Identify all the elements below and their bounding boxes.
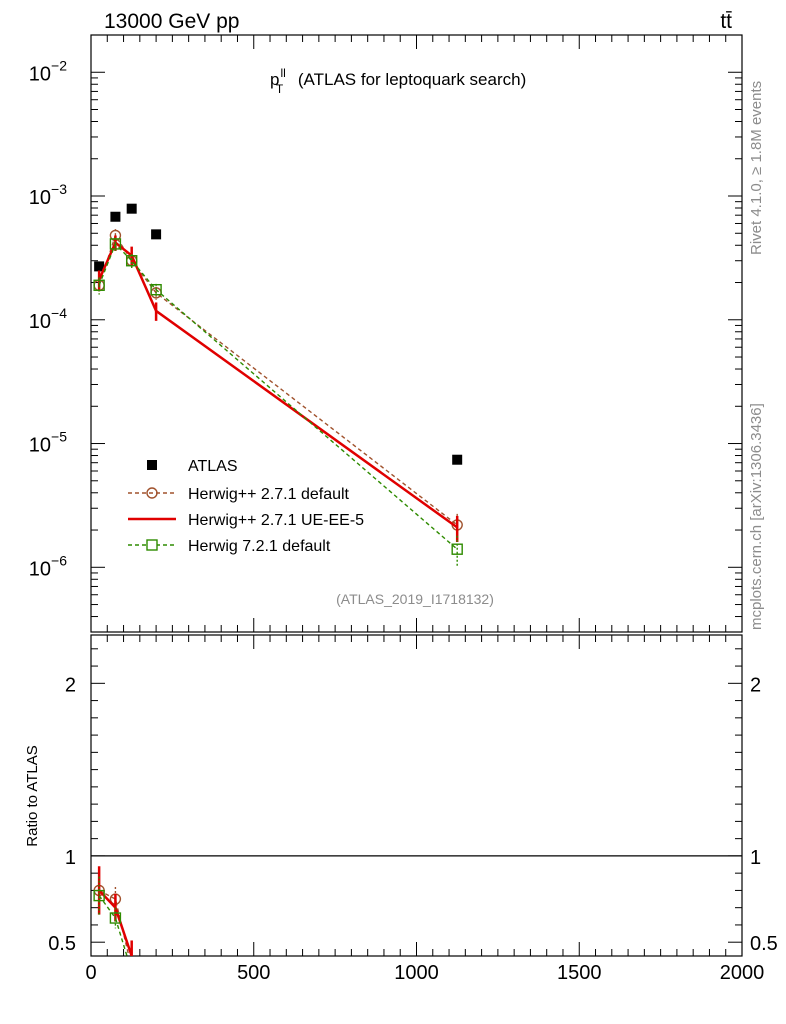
- x-tick-label: 1000: [394, 962, 439, 984]
- x-tick-label: 0: [85, 962, 96, 984]
- ratio-y-axis-label: Ratio to ATLAS: [24, 745, 41, 846]
- x-tick-labels: 0 500 1000 1500 2000: [85, 962, 764, 984]
- energy-label: 13000 GeV pp: [104, 10, 239, 33]
- title-text: (ATLAS for leptoquark search): [298, 70, 526, 89]
- ratio-herwigpp-default-point: [127, 963, 137, 973]
- title-subscript: T: [276, 82, 284, 96]
- ratio-y-tick-label-left: 0.5: [48, 933, 76, 955]
- herwig7-default-point: [93, 279, 105, 291]
- main-y-tick-label: 10−5: [29, 429, 67, 457]
- plot-title: pll T (ATLAS for leptoquark search): [270, 66, 526, 96]
- legend-marker-herwig7-default: [146, 539, 158, 551]
- rivet-version-label: Rivet 4.1.0, ≥ 1.8M events: [748, 81, 765, 255]
- ratio-herwig7-default-point: [93, 889, 105, 902]
- main-panel: 10−6 10−5 10−4 10−3 10−2 pll T (ATLAS for lep…: [29, 34, 743, 633]
- main-y-tick-label: 10−2: [29, 57, 67, 85]
- legend-label-herwigpp-ueee5: Herwig++ 2.7.1 UE-EE-5: [188, 512, 364, 529]
- ratio-y-tick-label-right: 0.5: [750, 933, 778, 955]
- atlas-data-point: [126, 203, 137, 214]
- legend-marker-herwigpp-default: [146, 487, 158, 499]
- x-tick-label: 500: [237, 962, 270, 984]
- ratio-herwig7-default-point: [109, 912, 122, 924]
- legend-label-atlas: ATLAS: [188, 458, 238, 475]
- ratio-series-line: [98, 889, 130, 956]
- ratio-panel: 0.5 0.5 1 1 2 2 0 500 1000 1500 2000 Ratio to ATL…: [24, 634, 778, 984]
- ratio-series-2: [93, 876, 137, 977]
- ratio-plot-frame: [90, 634, 743, 957]
- atlas-data-point: [94, 261, 105, 272]
- legend: ATLAS Herwig++ 2.7.1 default Herwig++ 2.…: [128, 458, 364, 555]
- x-tick-label: 2000: [720, 962, 765, 984]
- herwig7-default-point: [150, 283, 162, 296]
- x-tick-label: 1500: [557, 962, 602, 984]
- ratio-series-group: [93, 866, 137, 977]
- legend-label-herwig7-default: Herwig 7.2.1 default: [188, 538, 331, 555]
- herwig7-default-point: [451, 543, 463, 555]
- herwig7-default-point: [109, 238, 122, 250]
- main-axis-ticks: [90, 34, 743, 633]
- main-y-tick-label: 10−4: [29, 305, 67, 333]
- ratio-y-tick-label-left: 2: [65, 674, 76, 696]
- mcplots-source-label: mcplots.cern.ch [arXiv:1306.3436]: [748, 403, 765, 630]
- main-y-tick-labels: 10−6 10−5 10−4 10−3 10−2: [29, 57, 67, 580]
- main-series-line: [98, 242, 458, 550]
- main-y-tick-label: 10−6: [29, 552, 67, 580]
- ratio-y-tick-label-right: 1: [750, 847, 761, 869]
- ratio-y-tick-label-left: 1: [65, 847, 76, 869]
- ratio-y-tick-labels: 0.5 0.5 1 1 2 2: [48, 674, 778, 955]
- title-superscript: ll: [280, 66, 285, 80]
- legend-label-herwigpp-default: Herwig++ 2.7.1 default: [188, 486, 350, 503]
- ratio-axis-ticks: [90, 635, 743, 956]
- atlas-data-point: [110, 211, 121, 222]
- atlas-data-point: [151, 229, 162, 240]
- main-series-3: [93, 237, 463, 568]
- ratio-y-tick-label-right: 2: [750, 674, 761, 696]
- ratio-herwig7-default-point: [127, 967, 137, 977]
- herwig7-default-point: [125, 255, 138, 267]
- main-y-tick-label: 10−3: [29, 181, 67, 209]
- ratio-series-line: [98, 895, 128, 956]
- atlas-data-point: [452, 454, 463, 465]
- title-symbol: p: [270, 70, 279, 89]
- process-label: tt̄: [720, 10, 732, 33]
- main-series-group: [93, 203, 463, 568]
- main-series-line: [98, 233, 458, 526]
- analysis-id-label: (ATLAS_2019_I1718132): [336, 591, 494, 607]
- legend-marker-atlas: [147, 460, 157, 470]
- main-series-0: [94, 203, 463, 465]
